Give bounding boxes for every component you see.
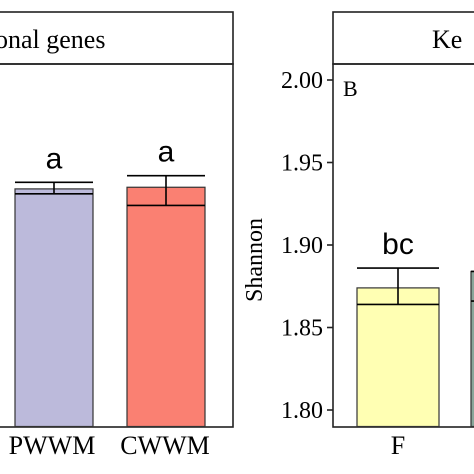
left-bar-1	[126, 186, 206, 428]
panel-right: Ke B Shannon 2.00 1.95 1.90 1.85 1.80 bcb F	[242, 11, 474, 460]
y-tick-label-3: 1.85	[281, 316, 323, 342]
y-tick-label-0: 2.00	[281, 68, 323, 94]
y-tick-label-1: 1.95	[281, 151, 323, 177]
y-axis-label: Shannon	[242, 218, 268, 302]
y-tick-label-2: 1.90	[281, 233, 323, 259]
x-tick-left-1: CWWM	[120, 431, 210, 460]
panel-label-b: B	[343, 76, 358, 101]
right-letter-0: bc	[382, 228, 414, 261]
bars-right: bcb	[356, 228, 474, 428]
strip-right	[332, 11, 474, 65]
strip-title-left: onal genes	[0, 25, 105, 54]
left-letter-1: a	[158, 136, 175, 169]
y-axis-right: 2.00 1.95 1.90 1.85 1.80	[281, 68, 333, 424]
strip-left	[0, 11, 234, 65]
strip-title-right: Ke	[432, 25, 462, 54]
x-tick-left-0: PWWM	[9, 431, 96, 460]
y-tick-label-4: 1.80	[281, 398, 323, 424]
left-bar-0	[14, 188, 94, 428]
right-bar-0	[356, 287, 440, 428]
right-bar-1	[470, 270, 474, 428]
x-tick-right-0: F	[391, 431, 405, 460]
left-letter-0: a	[46, 142, 63, 175]
plot-frame-left	[0, 63, 234, 428]
